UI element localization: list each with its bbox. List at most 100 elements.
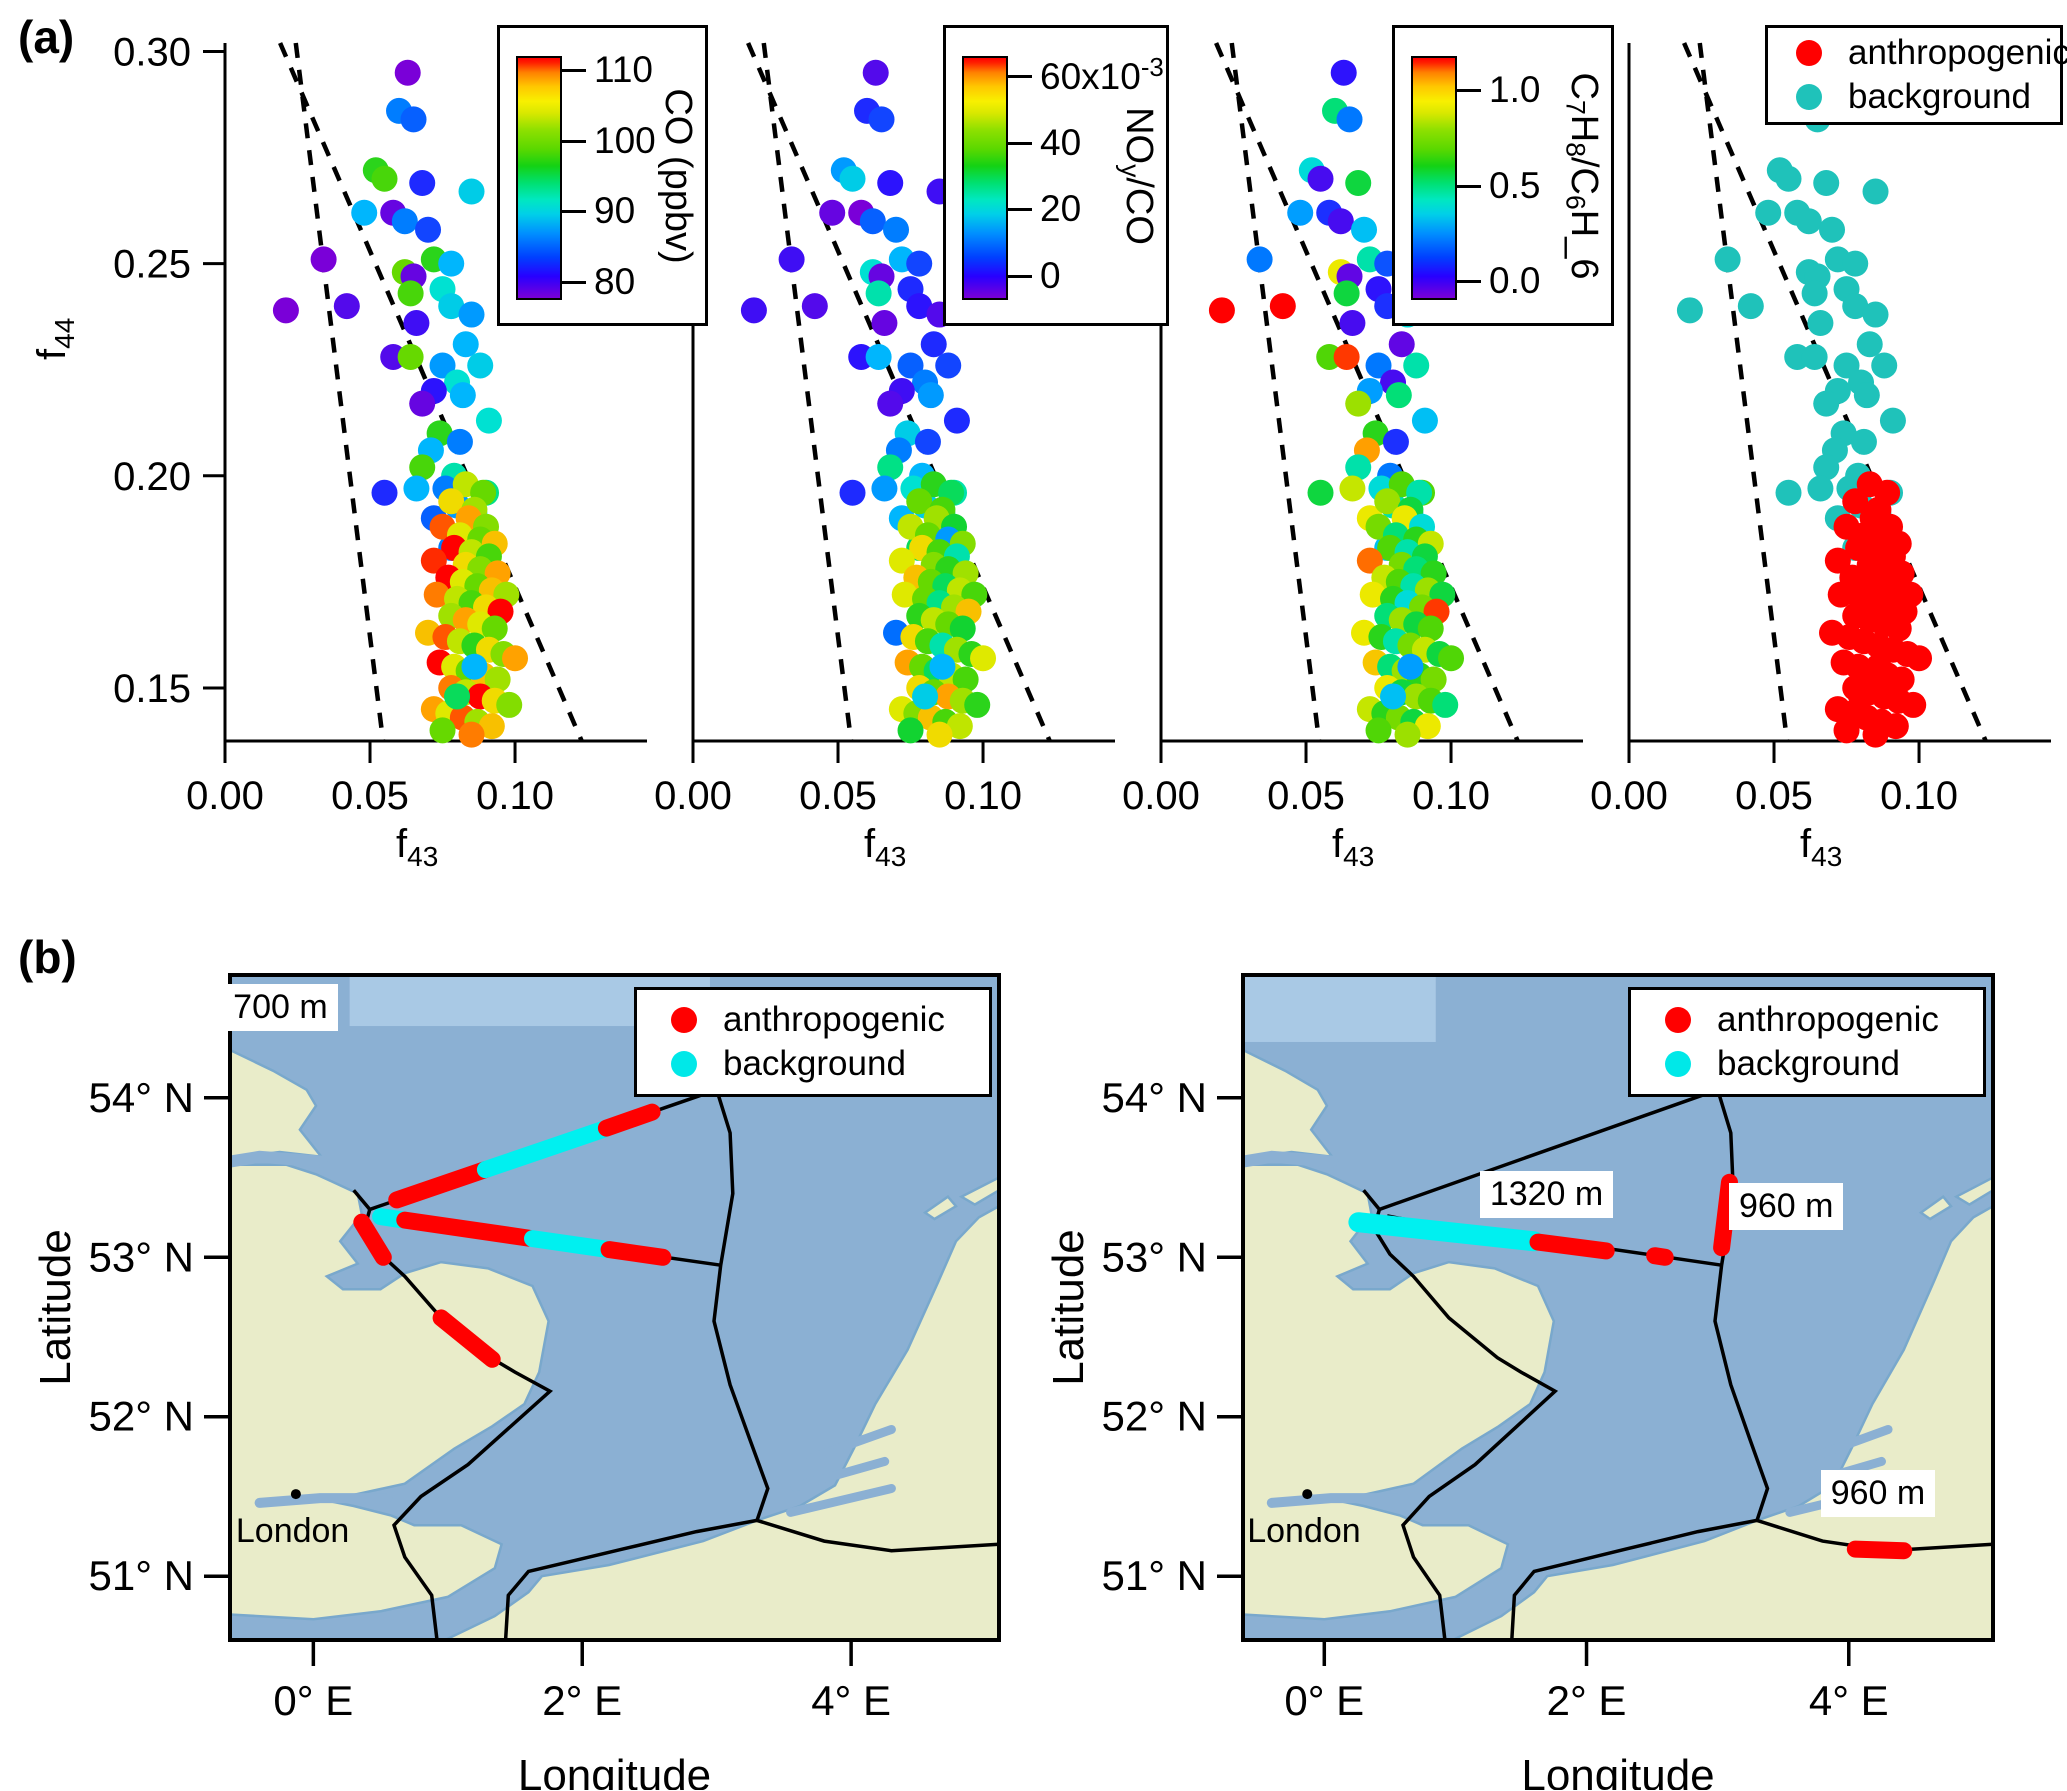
scatter-point	[1862, 178, 1889, 205]
map-legend-label: anthropogenic	[1717, 1000, 1939, 1039]
colorbar-tick	[1455, 184, 1481, 188]
scatter-point	[429, 717, 456, 744]
scatter-point	[1417, 615, 1444, 642]
scatter-point	[946, 713, 973, 740]
background-dot-icon	[671, 1051, 697, 1077]
scatter-point	[1397, 653, 1424, 680]
x-tick-label: 0.05	[331, 774, 409, 818]
scatter-point	[964, 691, 991, 718]
background-segment	[1348, 1212, 1545, 1252]
scatter-x-axis-title: f43	[1800, 822, 1843, 872]
scatter-point	[461, 653, 488, 680]
scatter-point	[917, 382, 944, 409]
dashed-line	[1229, 42, 1322, 742]
map-legend-item: background	[1665, 1042, 1977, 1086]
river	[230, 1150, 328, 1168]
colorbar-toluene-benzene: C7H8/C6H_6 1.0 0.5 0.0	[1392, 25, 1614, 326]
colorbar-toluene-benzene-title: C7H8/C6H_6	[1560, 71, 1605, 280]
colorbar-tick-label: 90	[594, 190, 636, 232]
scatter-point	[1333, 280, 1360, 307]
map-legend-label: background	[723, 1044, 906, 1083]
altitude-label: 960 m	[1728, 1183, 1844, 1231]
map-legend: anthropogenic background	[634, 987, 992, 1097]
x-tick-label: 0.10	[1880, 774, 1958, 818]
scatter-point	[438, 250, 465, 277]
scatter-point	[871, 310, 898, 337]
scatter-panel-noy: 0.00 0.05 0.10	[654, 42, 1115, 818]
scatter-point	[1327, 208, 1354, 235]
london-label: London	[236, 1512, 349, 1550]
map-legend-label: background	[1717, 1044, 1900, 1083]
scatter-point	[1842, 488, 1869, 515]
scatter-point	[1833, 717, 1860, 744]
x-tick-label: 0.00	[654, 774, 732, 818]
scatter-point	[403, 475, 430, 502]
colorbar-tick	[1006, 141, 1032, 145]
scatter-x-axis-title: f43	[396, 822, 439, 872]
anthropogenic-segment	[1713, 1173, 1738, 1257]
scatter-point	[1365, 717, 1392, 744]
anthropogenic-dot-icon	[671, 1007, 697, 1033]
scatter-point	[351, 199, 378, 226]
x-tick-label: 0.05	[1735, 774, 1813, 818]
scatter-point	[458, 178, 485, 205]
lat-tick-label: 51° N	[1101, 1552, 1207, 1599]
scatter-point	[859, 208, 886, 235]
scatter-point	[1801, 343, 1828, 370]
land-polygon	[1918, 1195, 1953, 1221]
scatter-point	[1380, 683, 1407, 710]
scatter-point	[1333, 343, 1360, 370]
x-tick-label: 0.00	[1590, 774, 1668, 818]
panel-b-label: (b)	[18, 931, 77, 983]
colorbar-tick	[1455, 89, 1481, 93]
scatter-point	[970, 645, 997, 672]
scatter-point	[1365, 352, 1392, 379]
colorbar-tick	[560, 210, 586, 214]
anthropogenic-segment	[597, 1103, 661, 1137]
colorbar-co-title: CO (ppbv)	[657, 87, 699, 264]
scatter-point	[438, 293, 465, 320]
scatter-point	[1345, 454, 1372, 481]
scatter-point	[1714, 246, 1741, 273]
scatter-point	[1403, 352, 1430, 379]
land-polygon	[444, 1204, 999, 1640]
scatter-point	[862, 59, 889, 86]
lat-tick-label: 53° N	[88, 1233, 194, 1280]
anthropogenic-dot-icon	[1665, 1007, 1691, 1033]
latitude-axis-title: Latitude	[31, 1229, 80, 1386]
basemap-tile	[1243, 975, 1436, 1042]
scatter-point	[423, 581, 450, 608]
scatter-point	[1824, 547, 1851, 574]
scatter-point	[897, 352, 924, 379]
scatter-point	[371, 479, 398, 506]
scatter-point	[819, 199, 846, 226]
scatter-point	[778, 246, 805, 273]
scatter-point	[403, 310, 430, 337]
flight-track	[1713, 1089, 1770, 1521]
x-tick-label: 0.05	[1267, 774, 1345, 818]
anthropogenic-dot-icon	[1796, 40, 1822, 66]
lon-tick-label: 0° E	[1284, 1677, 1364, 1724]
anthropogenic-segment	[1846, 1540, 1913, 1560]
lon-tick-label: 2° E	[542, 1677, 622, 1724]
colorbar-tick-label: 110	[594, 49, 653, 91]
scatter-point	[1795, 208, 1822, 235]
scatter-point	[1394, 721, 1421, 748]
scatter-point	[481, 615, 508, 642]
scatter-point	[949, 615, 976, 642]
y-tick-label: 0.20	[113, 455, 191, 499]
scatter-point	[1848, 683, 1875, 710]
colorbar-tick	[1455, 279, 1481, 283]
scatter-point	[400, 106, 427, 133]
y-tick-label: 0.15	[113, 667, 191, 711]
colorbar-noy-co-title: NOy/CO	[1115, 106, 1160, 245]
scatter-point	[496, 691, 523, 718]
anthropogenic-segment	[600, 1241, 672, 1266]
lat-tick-label: 54° N	[1101, 1074, 1207, 1121]
background-dot-icon	[1665, 1051, 1691, 1077]
anthropogenic-segment	[396, 1211, 537, 1247]
legend-item-anthropogenic: anthropogenic	[1796, 31, 2067, 75]
x-tick-label: 0.10	[1412, 774, 1490, 818]
scatter-point	[1807, 475, 1834, 502]
scatter-point	[1385, 382, 1412, 409]
